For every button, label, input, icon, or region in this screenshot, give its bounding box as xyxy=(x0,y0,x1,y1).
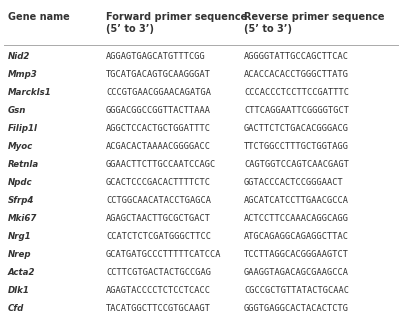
Text: AGAGCTAACTTGCGCTGACT: AGAGCTAACTTGCGCTGACT xyxy=(106,214,211,223)
Text: CGCCGCTGTTATACTGCAAC: CGCCGCTGTTATACTGCAAC xyxy=(244,286,349,295)
Text: Reverse primer sequence
(5’ to 3’): Reverse primer sequence (5’ to 3’) xyxy=(244,12,384,34)
Text: CCTGGCAACATACCTGAGCA: CCTGGCAACATACCTGAGCA xyxy=(106,196,211,205)
Text: Gene name: Gene name xyxy=(8,12,70,22)
Text: Retnla: Retnla xyxy=(8,160,39,169)
Text: AGGAGTGAGCATGTTTCGG: AGGAGTGAGCATGTTTCGG xyxy=(106,52,206,61)
Text: Sfrp4: Sfrp4 xyxy=(8,196,34,205)
Text: GGGACGGCCGGTTACTTAAA: GGGACGGCCGGTTACTTAAA xyxy=(106,106,211,115)
Text: Acta2: Acta2 xyxy=(8,268,36,277)
Text: Filip1l: Filip1l xyxy=(8,124,38,133)
Text: GACTTCTCTGACACGGGACG: GACTTCTCTGACACGGGACG xyxy=(244,124,349,133)
Text: CAGTGGTCCAGTCAACGAGT: CAGTGGTCCAGTCAACGAGT xyxy=(244,160,349,169)
Text: TACATGGCTTCCGTGCAAGT: TACATGGCTTCCGTGCAAGT xyxy=(106,304,211,313)
Text: GGAACTTCTTGCCAATCCAGC: GGAACTTCTTGCCAATCCAGC xyxy=(106,160,216,169)
Text: AGCATCATCCTTGAACGCCA: AGCATCATCCTTGAACGCCA xyxy=(244,196,349,205)
Text: GCATGATGCCCTTTTTCATCCA: GCATGATGCCCTTTTTCATCCA xyxy=(106,250,222,259)
Text: Gsn: Gsn xyxy=(8,106,26,115)
Text: AGGGGTATTGCCAGCTTCAC: AGGGGTATTGCCAGCTTCAC xyxy=(244,52,349,61)
Text: TGCATGACAGTGCAAGGGAT: TGCATGACAGTGCAAGGGAT xyxy=(106,70,211,79)
Text: Nrg1: Nrg1 xyxy=(8,232,32,241)
Text: CCCACCCTCCTTCCGATTTC: CCCACCCTCCTTCCGATTTC xyxy=(244,88,349,97)
Text: ACGACACTAAAACGGGGACC: ACGACACTAAAACGGGGACC xyxy=(106,142,211,151)
Text: Cfd: Cfd xyxy=(8,304,24,313)
Text: TCCTTAGGCACGGGAAGTCT: TCCTTAGGCACGGGAAGTCT xyxy=(244,250,349,259)
Text: TTCTGGCCTTTGCTGGTAGG: TTCTGGCCTTTGCTGGTAGG xyxy=(244,142,349,151)
Text: Dlk1: Dlk1 xyxy=(8,286,30,295)
Text: AGAGTACCCCTCTCCTCACC: AGAGTACCCCTCTCCTCACC xyxy=(106,286,211,295)
Text: CTTCAGGAATTCGGGGTGCT: CTTCAGGAATTCGGGGTGCT xyxy=(244,106,349,115)
Text: Mmp3: Mmp3 xyxy=(8,70,38,79)
Text: CCATCTCTCGATGGGCTTCC: CCATCTCTCGATGGGCTTCC xyxy=(106,232,211,241)
Text: Mki67: Mki67 xyxy=(8,214,37,223)
Text: Myoc: Myoc xyxy=(8,142,33,151)
Text: Npdc: Npdc xyxy=(8,178,33,187)
Text: Forward primer sequence
(5’ to 3’): Forward primer sequence (5’ to 3’) xyxy=(106,12,247,34)
Text: GGGTGAGGCACTACACTCTG: GGGTGAGGCACTACACTCTG xyxy=(244,304,349,313)
Text: CCCGTGAACGGAACAGATGA: CCCGTGAACGGAACAGATGA xyxy=(106,88,211,97)
Text: ACTCCTTCCAAACAGGCAGG: ACTCCTTCCAAACAGGCAGG xyxy=(244,214,349,223)
Text: ACACCACACCTGGGCTTATG: ACACCACACCTGGGCTTATG xyxy=(244,70,349,79)
Text: ATGCAGAGGCAGAGGCTTAC: ATGCAGAGGCAGAGGCTTAC xyxy=(244,232,349,241)
Text: GCACTCCCGACACTTTTCTC: GCACTCCCGACACTTTTCTC xyxy=(106,178,211,187)
Text: AGGCTCCACTGCTGGATTTC: AGGCTCCACTGCTGGATTTC xyxy=(106,124,211,133)
Text: Nrep: Nrep xyxy=(8,250,32,259)
Text: Marckls1: Marckls1 xyxy=(8,88,52,97)
Text: Nid2: Nid2 xyxy=(8,52,30,61)
Text: GAAGGTAGACAGCGAAGCCA: GAAGGTAGACAGCGAAGCCA xyxy=(244,268,349,277)
Text: CCTTCGTGACTACTGCCGAG: CCTTCGTGACTACTGCCGAG xyxy=(106,268,211,277)
Text: GGTACCCACTCCGGGAACT: GGTACCCACTCCGGGAACT xyxy=(244,178,344,187)
